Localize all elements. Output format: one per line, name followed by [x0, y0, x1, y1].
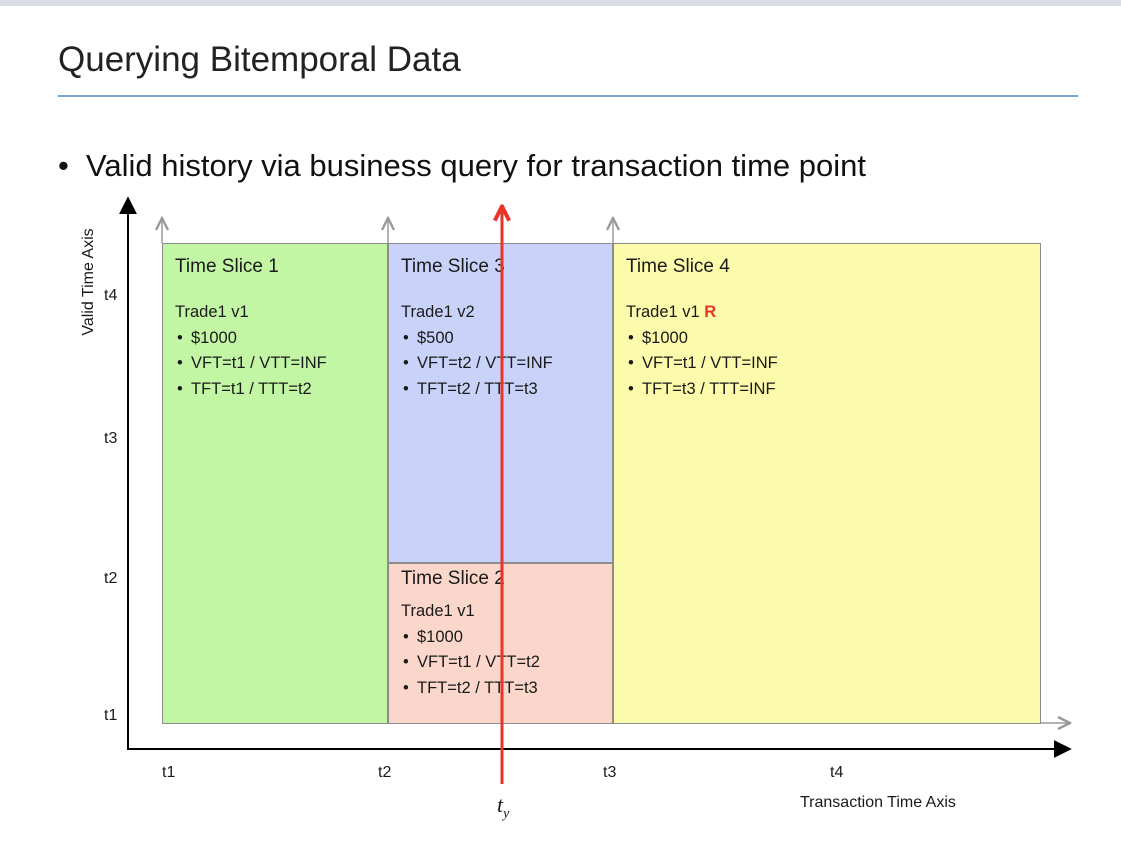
transaction-time-item: • TFT=t2 / TTT=t3 — [401, 676, 540, 702]
y-tick-label: t2 — [104, 570, 118, 587]
valid-time-item: • VFT=t2 / VTT=INF — [401, 351, 553, 377]
bullet-dot-icon: • — [177, 328, 183, 347]
x-tick-label: t1 — [162, 764, 176, 781]
bullet-item: • Valid history via business query for tr… — [58, 148, 866, 184]
rollback-marker: R — [704, 303, 717, 321]
x-tick-label: t2 — [378, 764, 392, 781]
amount-item: • $500 — [401, 326, 553, 352]
slice-title: Time Slice 3 — [401, 256, 505, 277]
query-point-label: ty — [497, 792, 510, 822]
slice-title: Time Slice 4 — [626, 256, 730, 277]
bullet-dot-icon: • — [403, 379, 409, 398]
valid-time-item: • VFT=t1 / VTT=INF — [175, 351, 327, 377]
bullet-dot-icon: • — [403, 678, 409, 697]
amount-item: • $1000 — [626, 326, 778, 352]
bullet-dot-icon: • — [403, 653, 409, 671]
slice-title: Time Slice 1 — [175, 256, 279, 277]
bullet-text: Valid history via business query for tra… — [86, 148, 866, 183]
amount-item: • $1000 — [401, 625, 540, 651]
bullet-dot-icon: • — [403, 354, 409, 372]
slice-details: Trade1 v1 • $1000 • VFT=t1 / VTT=INF • TFT=… — [175, 300, 327, 402]
transaction-time-item: • TFT=t3 / TTT=INF — [626, 377, 778, 403]
bullet-dot-icon: • — [58, 148, 69, 183]
slice-details: Trade1 v2 • $500 • VFT=t2 / VTT=INF • TFT=t… — [401, 300, 553, 402]
transaction-time-item: • TFT=t2 / TTT=t3 — [401, 377, 553, 403]
bullet-dot-icon: • — [403, 627, 409, 646]
bullet-dot-icon: • — [628, 379, 634, 398]
top-strip — [0, 0, 1121, 6]
valid-time-item: • VFT=t1 / VTT=t2 — [401, 650, 540, 676]
slice-details: Trade1 v1 • $1000 • VFT=t1 / VTT=t2 • TFT=t… — [401, 599, 540, 701]
bullet-dot-icon: • — [628, 328, 634, 347]
trade-version: Trade1 v1 — [401, 602, 475, 620]
valid-time-item: • VFT=t1 / VTT=INF — [626, 351, 778, 377]
x-axis-label: Transaction Time Axis — [800, 794, 956, 811]
trade-version: Trade1 v1 R — [626, 303, 717, 321]
bullet-dot-icon: • — [177, 379, 183, 398]
time-slice-4: Time Slice 4 Trade1 v1 R • $1000 • VFT=t1 … — [613, 243, 1041, 724]
y-tick-label: t4 — [104, 287, 118, 304]
slide-title: Querying Bitemporal Data — [58, 40, 461, 79]
trade-version: Trade1 v1 — [175, 303, 249, 321]
y-tick-label: t1 — [104, 707, 118, 724]
y-tick-label: t3 — [104, 430, 118, 447]
amount-item: • $1000 — [175, 326, 327, 352]
bullet-dot-icon: • — [628, 354, 634, 372]
slice-title: Time Slice 2 — [401, 568, 505, 589]
time-slice-1: Time Slice 1 Trade1 v1 • $1000 • VFT=t1 / … — [162, 243, 388, 724]
x-tick-label: t3 — [603, 764, 617, 781]
x-tick-label: t4 — [830, 764, 844, 781]
title-rule — [58, 95, 1078, 97]
transaction-time-item: • TFT=t1 / TTT=t2 — [175, 377, 327, 403]
bullet-dot-icon: • — [403, 328, 409, 347]
slice-details: Trade1 v1 R • $1000 • VFT=t1 / VTT=INF • TF… — [626, 300, 778, 402]
time-slice-2: Time Slice 2 Trade1 v1 • $1000 • VFT=t1 / … — [388, 563, 613, 724]
trade-version: Trade1 v2 — [401, 303, 475, 321]
bullet-dot-icon: • — [177, 354, 183, 372]
